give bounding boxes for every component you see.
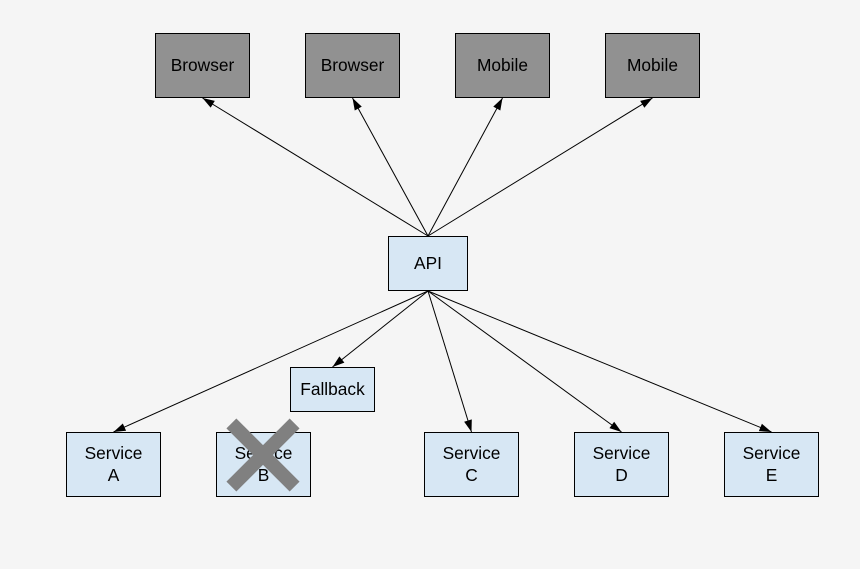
edge-api-browser1 (203, 98, 429, 236)
node-serviceB: Service B (216, 432, 311, 497)
node-browser2: Browser (305, 33, 400, 98)
edge-api-browser2 (353, 98, 429, 236)
node-serviceA: Service A (66, 432, 161, 497)
edge-api-mobile1 (428, 98, 503, 236)
diagram-canvas: Browser Browser Mobile Mobile API Fallback Ser… (0, 0, 860, 569)
node-mobile2: Mobile (605, 33, 700, 98)
edge-api-fallback (333, 291, 429, 367)
node-serviceD: Service D (574, 432, 669, 497)
node-mobile1: Mobile (455, 33, 550, 98)
node-serviceC: Service C (424, 432, 519, 497)
node-api: API (388, 236, 468, 291)
edge-api-serviceE (428, 291, 772, 432)
node-browser1: Browser (155, 33, 250, 98)
edge-api-serviceA (114, 291, 429, 432)
node-fallback: Fallback (290, 367, 375, 412)
edge-api-mobile2 (428, 98, 653, 236)
node-serviceE: Service E (724, 432, 819, 497)
edge-api-serviceD (428, 291, 622, 432)
edge-api-serviceC (428, 291, 472, 432)
